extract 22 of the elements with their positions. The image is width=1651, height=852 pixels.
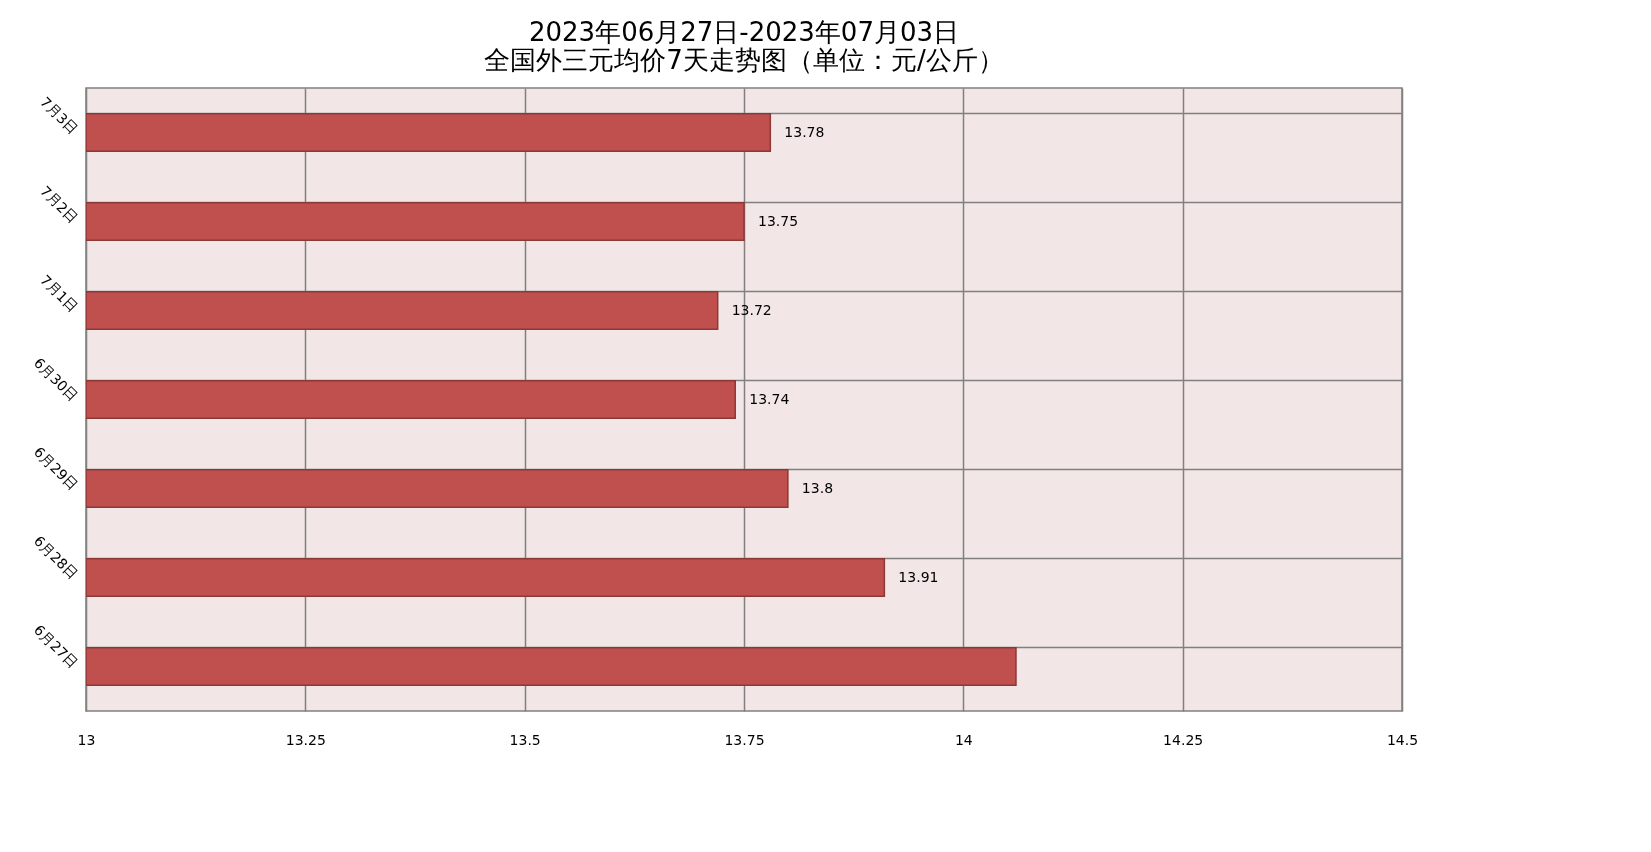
y-tick-label: 6月30日 (30, 354, 81, 405)
x-tick-label: 14.5 (1386, 731, 1419, 748)
text: 全国外三元均价7天走势图（单位：元/公斤） (484, 45, 1004, 75)
data-label: 13.78 (784, 123, 825, 140)
x-tick-label: 14.25 (1163, 731, 1204, 748)
data-label: 13.8 (801, 479, 834, 496)
data-label: 13.74 (749, 390, 790, 407)
data-label: 13.75 (758, 212, 799, 229)
y-tick-label: 6月28日 (30, 532, 81, 583)
data-label: 13.72 (731, 301, 772, 318)
x-tick-label: 13.75 (724, 731, 765, 748)
x-tick-label: 14 (954, 731, 973, 748)
x-tick-label: 13.25 (285, 731, 326, 748)
y-tick-label: 7月3日 (37, 93, 81, 138)
data-label: 13.91 (898, 568, 939, 585)
y-tick-label: 7月2日 (37, 182, 81, 227)
x-tick-label: 13.5 (509, 731, 541, 748)
y-tick-label: 7月1日 (37, 271, 81, 316)
y-tick-label: 6月27日 (30, 621, 81, 672)
y-tick-label: 6月29日 (30, 443, 81, 494)
x-tick-label: 13 (77, 731, 96, 748)
text: 2023年06月27日-2023年07月03日 (528, 17, 960, 47)
